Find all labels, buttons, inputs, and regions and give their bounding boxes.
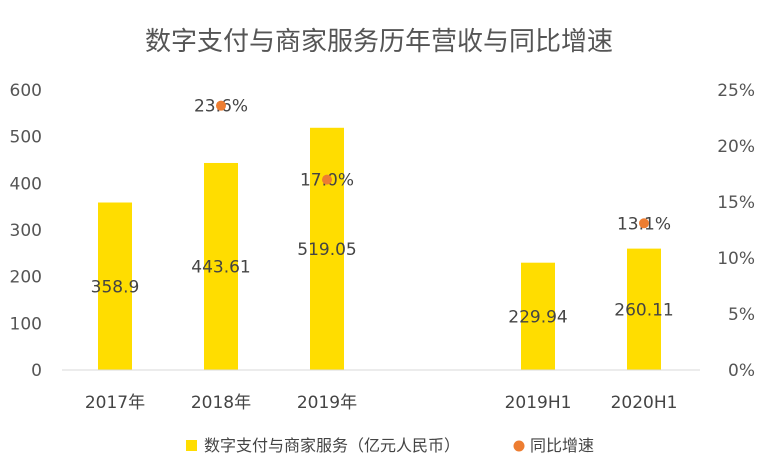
right-axis: 0% 5% 10% 15% 20% 25%	[717, 81, 755, 381]
bar-data-label: 519.05	[297, 240, 356, 260]
left-axis-tick: 600	[10, 81, 42, 101]
right-axis-tick: 0%	[728, 361, 755, 381]
bar-data-label: 358.9	[91, 277, 140, 297]
bar-data-labels: 358.9 443.61 519.05 229.94 260.11	[91, 240, 674, 327]
left-axis-tick: 0	[31, 361, 42, 381]
bar	[310, 127, 344, 370]
legend-label-rate: 同比增速	[530, 436, 594, 455]
left-axis-tick: 200	[10, 268, 42, 288]
right-axis-tick: 15%	[717, 193, 755, 213]
left-axis-tick: 500	[10, 128, 42, 148]
bar-data-label: 260.11	[614, 300, 673, 320]
left-axis-tick: 300	[10, 221, 42, 241]
x-axis-tick: 2019年	[297, 393, 357, 413]
x-axis-tick: 2018年	[191, 393, 251, 413]
x-axis-tick: 2019H1	[505, 393, 572, 413]
bar	[98, 202, 132, 370]
bar	[627, 248, 661, 370]
x-axis-categories: 2017年 2018年 2019年 2019H1 2020H1	[85, 393, 678, 413]
legend: 数字支付与商家服务（亿元人民币） 同比增速	[186, 436, 594, 455]
bar	[521, 262, 555, 370]
left-axis-tick: 400	[10, 174, 42, 194]
right-axis-tick: 5%	[728, 305, 755, 325]
rate-series	[216, 100, 649, 229]
bar-data-label: 443.61	[191, 257, 250, 277]
right-axis-tick: 20%	[717, 137, 755, 157]
x-axis-tick: 2017年	[85, 393, 145, 413]
bar-series	[98, 127, 661, 370]
rate-point	[216, 100, 226, 111]
left-axis: 0 100 200 300 400 500 600	[10, 81, 42, 381]
bar	[204, 162, 238, 370]
bar-data-label: 229.94	[508, 307, 567, 327]
x-axis-tick: 2020H1	[611, 393, 678, 413]
rate-point	[322, 174, 332, 185]
rate-point	[639, 218, 649, 229]
chart-title: 数字支付与商家服务历年营收与同比增速	[145, 27, 613, 57]
right-axis-tick: 25%	[717, 81, 755, 101]
right-axis-tick: 10%	[717, 249, 755, 269]
rate-data-labels: 23.6%17.0%13.1%	[194, 97, 671, 235]
left-axis-tick: 100	[10, 314, 42, 334]
legend-label-bar: 数字支付与商家服务（亿元人民币）	[204, 436, 460, 455]
legend-swatch-rate	[513, 440, 525, 452]
legend-swatch-bar	[186, 440, 197, 451]
